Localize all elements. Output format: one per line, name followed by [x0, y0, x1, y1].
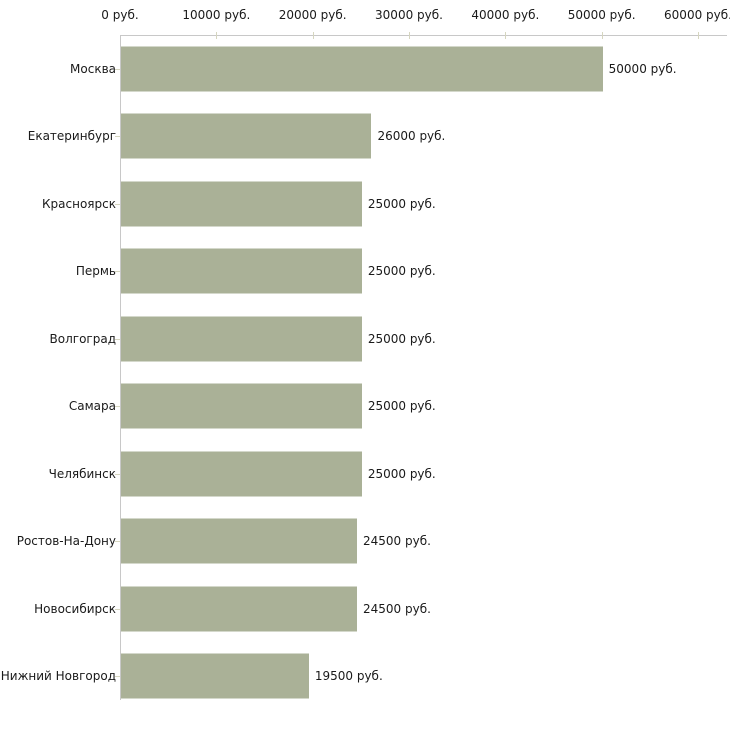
bar — [121, 181, 362, 227]
category-tick-mark — [115, 203, 120, 205]
bar-value-label: 19500 руб. — [314, 669, 383, 684]
category-label: Новосибирск — [34, 601, 116, 616]
category-label: Екатеринбург — [27, 129, 116, 144]
x-tick-label: 0 руб. — [101, 8, 139, 22]
x-tick-mark — [601, 32, 603, 39]
bar-value-label: 25000 руб. — [367, 466, 436, 481]
category-label: Волгоград — [49, 331, 116, 346]
bar — [121, 451, 362, 497]
category-tick-mark — [115, 68, 120, 70]
x-tick-label: 40000 руб. — [471, 8, 540, 22]
category-label: Нижний Новгород — [0, 669, 116, 684]
category-tick-mark — [115, 271, 120, 273]
category-tick-mark — [115, 541, 120, 543]
category-tick-mark — [115, 473, 120, 475]
x-tick-label: 20000 руб. — [278, 8, 347, 22]
category-label: Ростов-На-Дону — [16, 534, 116, 549]
x-axis-line — [120, 35, 727, 36]
bar-row: Москва 50000 руб. — [0, 35, 730, 103]
y-axis-line — [120, 35, 121, 700]
bar-row: Новосибирск 24500 руб. — [0, 575, 730, 643]
category-label: Челябинск — [48, 466, 116, 481]
category-tick-mark — [115, 676, 120, 678]
category-label: Красноярск — [42, 196, 116, 211]
bar-value-label: 25000 руб. — [367, 196, 436, 211]
bar-row: Челябинск 25000 руб. — [0, 440, 730, 508]
x-tick-label: 60000 руб. — [664, 8, 730, 22]
bar — [121, 248, 362, 294]
x-tick-mark — [505, 32, 507, 39]
category-label: Пермь — [75, 264, 116, 279]
x-tick-mark — [216, 32, 218, 39]
bar-row: Пермь 25000 руб. — [0, 238, 730, 306]
x-tick-mark — [698, 32, 699, 39]
bar-row: Самара 25000 руб. — [0, 373, 730, 441]
x-tick-mark — [312, 32, 314, 39]
bar-row: Красноярск 25000 руб. — [0, 170, 730, 238]
bar — [121, 518, 358, 564]
x-tick-label: 10000 руб. — [182, 8, 251, 22]
bar — [121, 46, 603, 92]
bar — [121, 383, 362, 429]
bar-value-label: 25000 руб. — [367, 331, 436, 346]
bar-value-label: 25000 руб. — [367, 399, 436, 414]
bar-value-label: 26000 руб. — [377, 129, 446, 144]
bar-value-label: 25000 руб. — [367, 264, 436, 279]
bar — [121, 586, 358, 632]
bar-value-label: 24500 руб. — [363, 534, 431, 549]
category-label: Москва — [70, 61, 116, 76]
x-tick-mark — [409, 32, 410, 39]
category-tick-mark — [115, 136, 120, 138]
category-label: Самара — [68, 399, 116, 414]
bar-row: Ростов-На-Дону 24500 руб. — [0, 508, 730, 576]
bar-row: Екатеринбург 26000 руб. — [0, 103, 730, 171]
bar-row: Нижний Новгород 19500 руб. — [0, 643, 730, 711]
category-tick-mark — [115, 338, 120, 340]
x-tick-label: 50000 руб. — [567, 8, 636, 22]
x-tick-label: 30000 руб. — [375, 8, 443, 22]
category-tick-mark — [115, 406, 120, 408]
bar — [121, 316, 362, 362]
bar-value-label: 50000 руб. — [608, 61, 677, 76]
bar — [121, 113, 372, 159]
bar — [121, 653, 309, 699]
bar-value-label: 24500 руб. — [363, 601, 431, 616]
bar-row: Волгоград 25000 руб. — [0, 305, 730, 373]
category-tick-mark — [115, 608, 120, 610]
